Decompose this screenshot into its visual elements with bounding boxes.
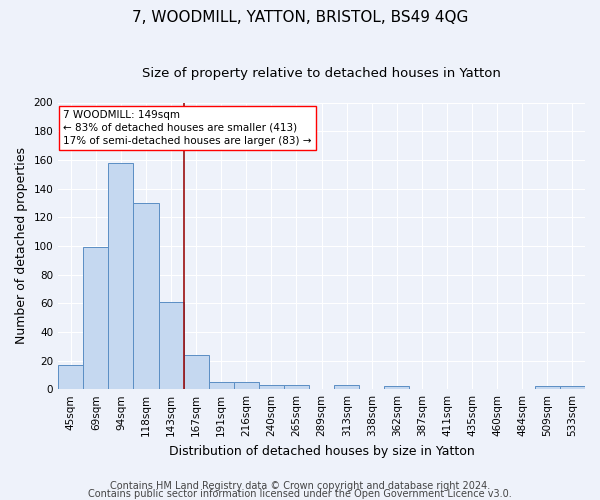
Text: 7 WOODMILL: 149sqm
← 83% of detached houses are smaller (413)
17% of semi-detach: 7 WOODMILL: 149sqm ← 83% of detached hou… [64, 110, 312, 146]
Bar [385, 386, 409, 389]
Bar [560, 386, 585, 389]
Text: 7, WOODMILL, YATTON, BRISTOL, BS49 4QG: 7, WOODMILL, YATTON, BRISTOL, BS49 4QG [132, 10, 468, 25]
Bar [158, 302, 184, 389]
Text: Contains public sector information licensed under the Open Government Licence v3: Contains public sector information licen… [88, 489, 512, 499]
Bar [109, 162, 133, 389]
X-axis label: Distribution of detached houses by size in Yatton: Distribution of detached houses by size … [169, 444, 475, 458]
Bar [535, 386, 560, 389]
Y-axis label: Number of detached properties: Number of detached properties [15, 148, 28, 344]
Bar [334, 385, 359, 389]
Bar [284, 385, 309, 389]
Title: Size of property relative to detached houses in Yatton: Size of property relative to detached ho… [142, 68, 501, 80]
Bar [184, 355, 209, 389]
Bar [259, 385, 284, 389]
Bar [209, 382, 234, 389]
Bar [58, 365, 83, 389]
Bar [83, 248, 109, 389]
Text: Contains HM Land Registry data © Crown copyright and database right 2024.: Contains HM Land Registry data © Crown c… [110, 481, 490, 491]
Bar [234, 382, 259, 389]
Bar [133, 203, 158, 389]
